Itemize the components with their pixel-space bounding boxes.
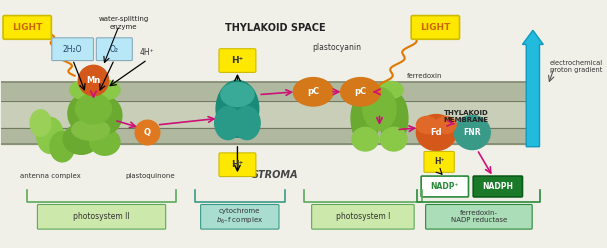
Text: Q: Q — [144, 128, 151, 137]
Ellipse shape — [454, 116, 490, 150]
Text: H⁺: H⁺ — [231, 56, 243, 65]
Ellipse shape — [341, 78, 381, 106]
FancyBboxPatch shape — [219, 153, 256, 177]
Text: pC: pC — [354, 87, 367, 96]
Text: 2H₂O: 2H₂O — [63, 45, 83, 54]
Text: THYLAKOID
MEMBRANE: THYLAKOID MEMBRANE — [444, 110, 489, 123]
Bar — [1, 128, 531, 144]
Text: H⁺: H⁺ — [231, 160, 243, 169]
Ellipse shape — [215, 106, 241, 140]
Text: LIGHT: LIGHT — [420, 23, 450, 32]
Bar — [1, 82, 531, 101]
Text: O₂: O₂ — [110, 45, 119, 54]
Text: THYLAKOID SPACE: THYLAKOID SPACE — [225, 23, 325, 33]
Text: pC: pC — [307, 87, 319, 96]
FancyBboxPatch shape — [38, 205, 166, 229]
Ellipse shape — [363, 88, 396, 130]
Ellipse shape — [435, 116, 456, 133]
Ellipse shape — [68, 95, 100, 132]
FancyBboxPatch shape — [3, 16, 52, 39]
Text: Mn: Mn — [86, 76, 101, 85]
Text: plastocyanin: plastocyanin — [313, 43, 361, 52]
Text: ferredoxin-
NADP reductase: ferredoxin- NADP reductase — [451, 210, 507, 223]
Ellipse shape — [90, 129, 120, 155]
Text: NADPH: NADPH — [483, 182, 514, 191]
FancyBboxPatch shape — [97, 38, 132, 61]
Text: Fd: Fd — [430, 128, 442, 137]
FancyBboxPatch shape — [426, 205, 532, 229]
Ellipse shape — [221, 83, 254, 106]
Text: H⁺: H⁺ — [434, 157, 444, 166]
FancyArrow shape — [523, 30, 543, 147]
Ellipse shape — [356, 81, 381, 98]
Text: photosystem I: photosystem I — [336, 212, 390, 221]
Ellipse shape — [293, 78, 333, 106]
Text: enzyme: enzyme — [110, 24, 138, 30]
FancyBboxPatch shape — [424, 152, 454, 172]
Ellipse shape — [379, 81, 403, 98]
Text: electrochemical
proton gradient: electrochemical proton gradient — [550, 60, 603, 73]
Ellipse shape — [234, 106, 260, 140]
FancyBboxPatch shape — [311, 205, 414, 229]
Ellipse shape — [92, 97, 122, 133]
Ellipse shape — [70, 80, 98, 99]
Text: plastoquinone: plastoquinone — [126, 173, 175, 179]
Circle shape — [78, 65, 109, 95]
Ellipse shape — [63, 124, 99, 154]
Text: water-splitting: water-splitting — [99, 16, 149, 22]
FancyBboxPatch shape — [473, 176, 523, 197]
Ellipse shape — [75, 94, 112, 124]
Ellipse shape — [416, 116, 437, 133]
FancyBboxPatch shape — [201, 205, 279, 229]
Bar — [1, 101, 531, 128]
Ellipse shape — [50, 132, 75, 162]
Text: ferredoxin: ferredoxin — [407, 73, 443, 79]
Ellipse shape — [36, 117, 63, 153]
Text: antenna complex: antenna complex — [19, 173, 80, 179]
Ellipse shape — [379, 92, 408, 144]
Text: STROMA: STROMA — [252, 170, 299, 180]
Circle shape — [135, 120, 160, 145]
FancyBboxPatch shape — [411, 16, 459, 39]
Text: FNR: FNR — [464, 128, 481, 137]
Text: NADP⁺: NADP⁺ — [430, 182, 459, 191]
Ellipse shape — [93, 80, 120, 99]
FancyBboxPatch shape — [219, 49, 256, 72]
Text: cytochrome
$b_6$–f complex: cytochrome $b_6$–f complex — [216, 208, 263, 226]
Text: LIGHT: LIGHT — [12, 23, 42, 32]
Ellipse shape — [352, 127, 379, 151]
FancyBboxPatch shape — [52, 38, 93, 61]
Ellipse shape — [351, 92, 379, 144]
Ellipse shape — [30, 110, 51, 136]
Text: photosystem II: photosystem II — [73, 212, 130, 221]
Text: 4H⁺: 4H⁺ — [140, 48, 155, 57]
Ellipse shape — [216, 80, 259, 137]
Ellipse shape — [416, 115, 456, 151]
FancyBboxPatch shape — [421, 176, 469, 197]
Ellipse shape — [381, 127, 407, 151]
Ellipse shape — [72, 119, 110, 140]
